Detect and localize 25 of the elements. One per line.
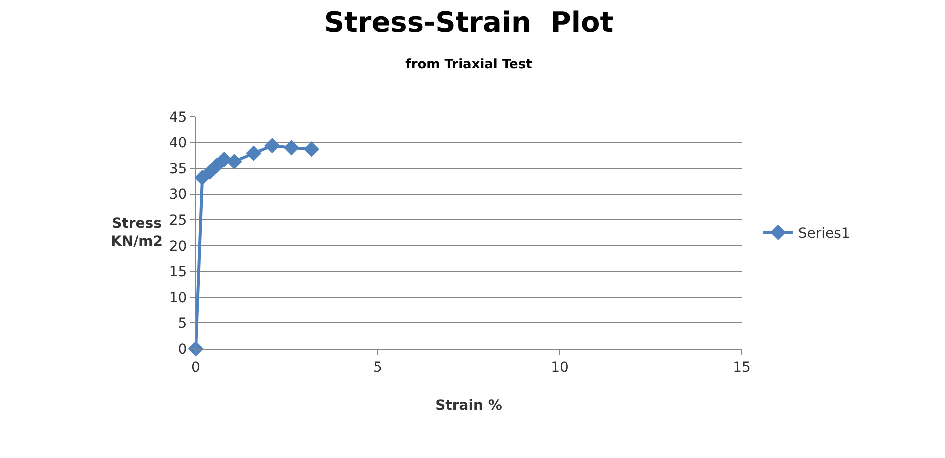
y-tick-label: 15 <box>169 264 188 281</box>
point <box>284 140 300 156</box>
chart-title: Stress-Strain Plot <box>324 6 614 40</box>
x-tick-label: 10 <box>551 360 569 376</box>
legend-label: Series1 <box>798 226 850 242</box>
y-tick-label: 0 <box>178 342 188 358</box>
x-tick-label: 5 <box>374 360 382 376</box>
x-tick-label: 0 <box>192 360 200 376</box>
point <box>246 146 262 162</box>
point <box>226 154 242 170</box>
y-tick-label: 35 <box>169 161 188 178</box>
y-tick-label: 5 <box>178 316 188 332</box>
y-tick-label: 30 <box>169 187 188 204</box>
point <box>264 138 280 154</box>
point <box>208 158 225 174</box>
x-axis-title: Strain % <box>436 398 502 414</box>
y-tick-label: 10 <box>169 290 188 306</box>
point <box>304 142 320 158</box>
y-tick-label: 25 <box>169 213 188 230</box>
y-tick-label: 45 <box>169 110 188 126</box>
chart-subtitle: from Triaxial Test <box>406 57 532 72</box>
y-axis-title: Stress KN/m2 <box>111 216 164 250</box>
x-tick-label: 15 <box>733 360 751 376</box>
y-tick-label: 40 <box>169 136 188 152</box>
y-tick-label: 20 <box>169 238 188 255</box>
